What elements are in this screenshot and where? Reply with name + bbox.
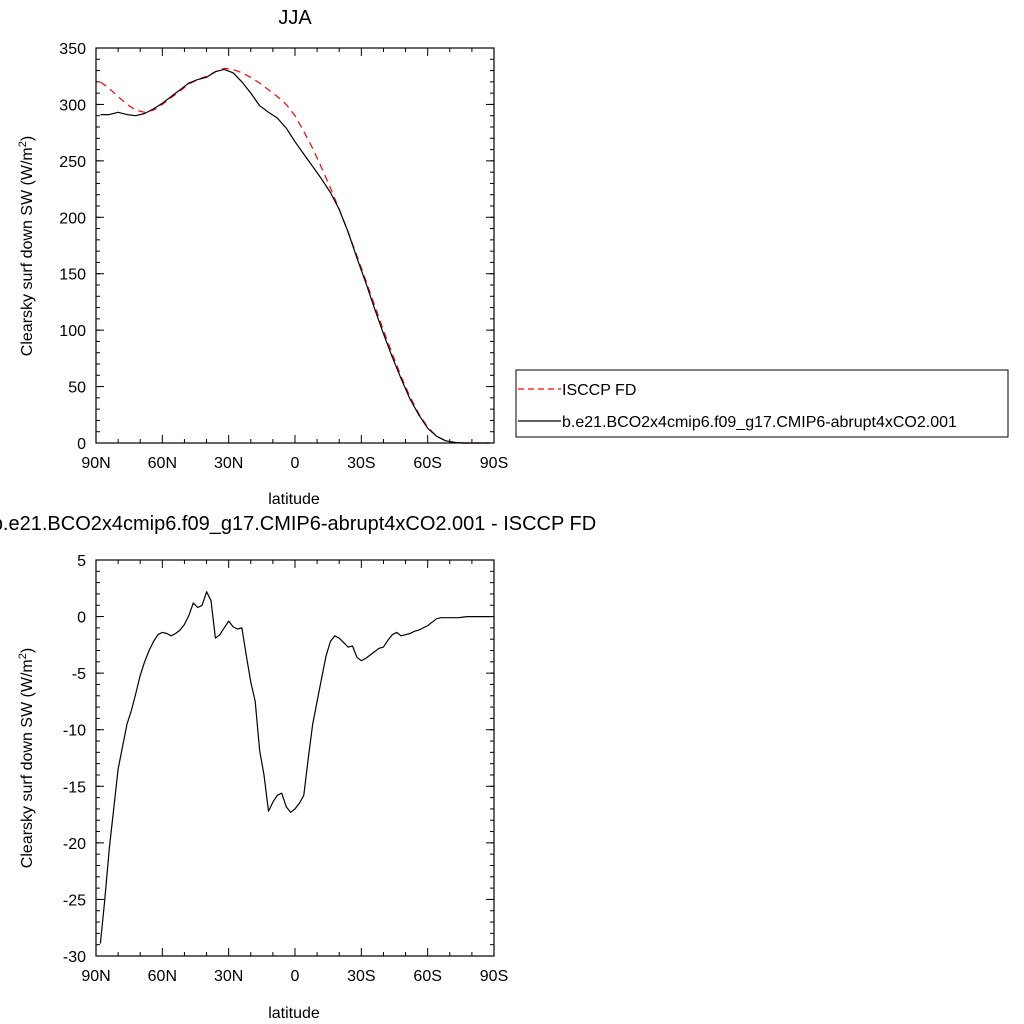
bottom-y-tick-label: 5 (77, 553, 86, 570)
top-series-line-0 (100, 67, 490, 444)
bottom-x-tick-label: 0 (291, 968, 300, 985)
legend-box (515, 369, 1009, 438)
top-x-tick-label: 0 (291, 455, 300, 472)
bottom-x-tick-label: 90N (81, 968, 110, 985)
bottom-y-tick-label: -20 (63, 836, 86, 853)
top-y-tick-label: 0 (77, 436, 86, 453)
top-series-group (100, 67, 490, 444)
top-axes: 90N 60N 30N 0 30S 60S 90S 0 50 100 150 200 250 300 350 (59, 41, 508, 472)
top-y-tick-label: 50 (68, 380, 86, 397)
top-y-tick-label: 300 (59, 97, 86, 114)
top-x-tick-label: 30S (347, 455, 375, 472)
difference-chart-title: b.e21.BCO2x4cmip6.f09_g17.CMIP6-abrupt4x… (0, 513, 596, 535)
legend: ISCCP FD b.e21.BCO2x4cmip6.f09_g17.CMIP6… (515, 369, 1009, 438)
bottom-y-axis-label: Clearsky surf down SW (W/m2) (17, 648, 36, 868)
top-y-tick-label: 150 (59, 267, 86, 284)
bottom-y-tick-label: -30 (63, 949, 86, 966)
top-panel: JJA 90N 60N 30N 0 30S 60S 90S 0 50 100 150 200 250 30… (17, 7, 508, 508)
top-x-axis-label: latitude (268, 491, 320, 508)
bottom-y-tick-label: -10 (63, 723, 86, 740)
top-y-tick-label: 200 (59, 210, 86, 227)
top-x-tick-label: 90S (480, 455, 508, 472)
bottom-x-tick-label: 90S (480, 968, 508, 985)
top-y-tick-label: 250 (59, 154, 86, 171)
bottom-y-tick-label: 0 (77, 610, 86, 627)
top-y-tick-label: 350 (59, 41, 86, 58)
legend-label-isccp: ISCCP FD (562, 382, 636, 399)
legend-label-model: b.e21.BCO2x4cmip6.f09_g17.CMIP6-abrupt4x… (562, 414, 957, 431)
bottom-y-tick-label: -25 (63, 892, 86, 909)
top-x-tick-label: 60S (413, 455, 441, 472)
bottom-x-axis-label: latitude (268, 1005, 320, 1022)
bottom-x-tick-label: 30N (214, 968, 243, 985)
bottom-y-tick-label: -15 (63, 779, 86, 796)
bottom-series-line-0 (99, 591, 490, 944)
bottom-plot-frame (95, 559, 495, 957)
bottom-x-tick-label: 60N (148, 968, 177, 985)
bottom-panel: b.e21.BCO2x4cmip6.f09_g17.CMIP6-abrupt4x… (0, 513, 596, 1022)
top-x-tick-label: 30N (214, 455, 243, 472)
top-series-line-1 (100, 68, 490, 444)
top-x-tick-label: 90N (81, 455, 110, 472)
bottom-x-tick-label: 60S (413, 968, 441, 985)
top-y-axis-label: Clearsky surf down SW (W/m2) (17, 136, 36, 356)
top-y-tick-label: 100 (59, 323, 86, 340)
chart-title: JJA (278, 7, 312, 29)
bottom-x-tick-label: 30S (347, 968, 375, 985)
bottom-series-group (99, 591, 490, 944)
bottom-axes: 90N 60N 30N 0 30S 60S 90S 5 0 -5 -10 -15 -20 -25 -30 (63, 553, 508, 985)
top-x-tick-label: 60N (148, 455, 177, 472)
bottom-y-tick-label: -5 (72, 666, 86, 683)
